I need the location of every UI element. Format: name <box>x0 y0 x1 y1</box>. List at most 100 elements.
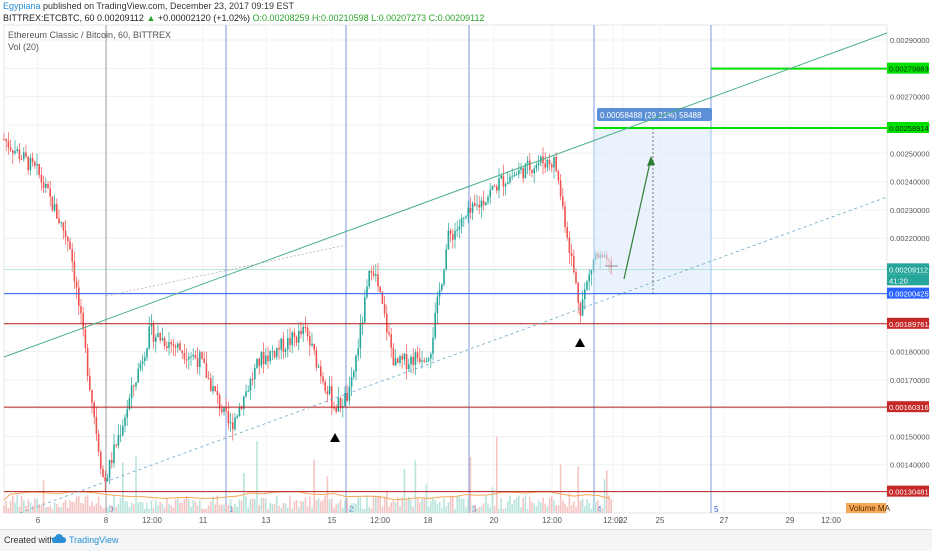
candle-body <box>434 313 436 338</box>
volume-bar <box>416 497 419 513</box>
volume-bar <box>575 506 577 513</box>
candle-body <box>317 366 320 368</box>
x-tick-label: 27 <box>720 516 729 525</box>
volume-bar <box>27 499 29 513</box>
candle-body <box>25 152 27 157</box>
volume-bar <box>227 504 230 513</box>
candle-body <box>542 156 544 164</box>
volume-bar <box>287 507 289 513</box>
candle-body <box>522 167 524 179</box>
volume-bar <box>562 500 564 513</box>
author-link[interactable]: Egypiana <box>3 1 41 11</box>
volume-bar <box>111 505 113 513</box>
candle-body <box>67 236 69 242</box>
x-tick-label: 11 <box>199 516 208 525</box>
volume-bar <box>161 504 164 513</box>
candle-body <box>300 330 302 335</box>
candle-body <box>295 336 298 343</box>
candle-body <box>298 330 300 343</box>
volume-bar <box>359 497 362 513</box>
x-tick-label: 12:00 <box>142 516 163 525</box>
candle-body <box>515 174 518 176</box>
volume-bar <box>564 503 566 513</box>
volume-bar <box>309 496 311 513</box>
volume-bar <box>100 505 102 513</box>
x-tick-label: 6 <box>36 516 41 525</box>
candle-body <box>377 274 379 287</box>
candle-body <box>207 377 210 379</box>
volume-bar <box>410 499 412 513</box>
candle-body <box>555 156 557 172</box>
candle-body <box>73 261 76 282</box>
candle-body <box>271 351 274 353</box>
volume-bar <box>320 501 322 513</box>
candle-body <box>364 297 366 323</box>
annotations: 0.00058488 (29.21%) 58488 <box>3 32 888 514</box>
candle-body <box>489 189 491 197</box>
candle-body <box>159 333 161 341</box>
candle-body <box>196 358 199 368</box>
volume-bar <box>311 507 313 513</box>
volume-bar <box>128 507 131 513</box>
volume-bar <box>20 496 23 513</box>
volume-bar <box>289 495 291 513</box>
wave-label: 5 <box>714 505 719 514</box>
candle-body <box>471 203 474 213</box>
candle-body <box>416 352 419 359</box>
volume-bar <box>102 508 104 513</box>
candle-body <box>100 451 102 469</box>
price-chart[interactable]: 012345 0.00058488 (29.21%) 58488 0.00140… <box>0 0 932 528</box>
volume-bar <box>458 496 461 513</box>
candle-body <box>353 371 355 378</box>
candle-body <box>31 157 34 162</box>
candle-body <box>405 353 408 370</box>
candle-body <box>201 352 203 359</box>
volume-bar <box>568 493 571 513</box>
candle-body <box>397 358 399 363</box>
tradingview-brand[interactable]: TradingView <box>69 535 119 545</box>
volume-bar <box>513 499 516 513</box>
candle-body <box>122 425 124 436</box>
candle-body <box>210 378 212 392</box>
volume-bar <box>282 502 285 513</box>
candle-body <box>485 202 487 206</box>
candle-body <box>537 162 540 166</box>
candle-body <box>53 204 56 211</box>
volume-bar <box>75 496 78 513</box>
volume-bar <box>507 500 509 513</box>
price-tag: 0.00209112 <box>889 265 928 274</box>
candle-body <box>566 227 568 238</box>
candle-body <box>7 141 10 148</box>
candle-body <box>458 226 461 230</box>
volume-bar <box>306 506 309 513</box>
volume-bar <box>155 500 157 513</box>
candle-body <box>493 186 496 188</box>
candle-body <box>199 352 201 368</box>
candle-body <box>498 178 500 191</box>
candle-body <box>23 152 25 160</box>
candle-body <box>421 360 423 362</box>
volume-bar <box>267 508 269 513</box>
volume-bar <box>71 501 73 513</box>
channel-lower-line <box>19 196 888 514</box>
candle-body <box>392 347 395 366</box>
candle-body <box>449 230 452 235</box>
candle-body <box>504 184 507 187</box>
candle-body <box>313 343 315 351</box>
price-tag-bg <box>887 274 929 286</box>
candle-body <box>394 358 397 366</box>
volume-bar <box>73 502 76 513</box>
volume-bar <box>476 508 478 513</box>
candle-body <box>163 338 166 346</box>
volume-bar <box>443 498 445 513</box>
volume-bar <box>511 504 513 513</box>
candle-body <box>269 351 271 362</box>
volume-bar <box>192 500 194 513</box>
volume-bar <box>34 498 36 513</box>
volume-bar <box>447 502 450 513</box>
volume-bar <box>196 505 199 513</box>
y-tick-label: 0.00220000 <box>890 234 930 243</box>
volume-bar <box>482 503 485 513</box>
volume-bar <box>577 466 579 513</box>
